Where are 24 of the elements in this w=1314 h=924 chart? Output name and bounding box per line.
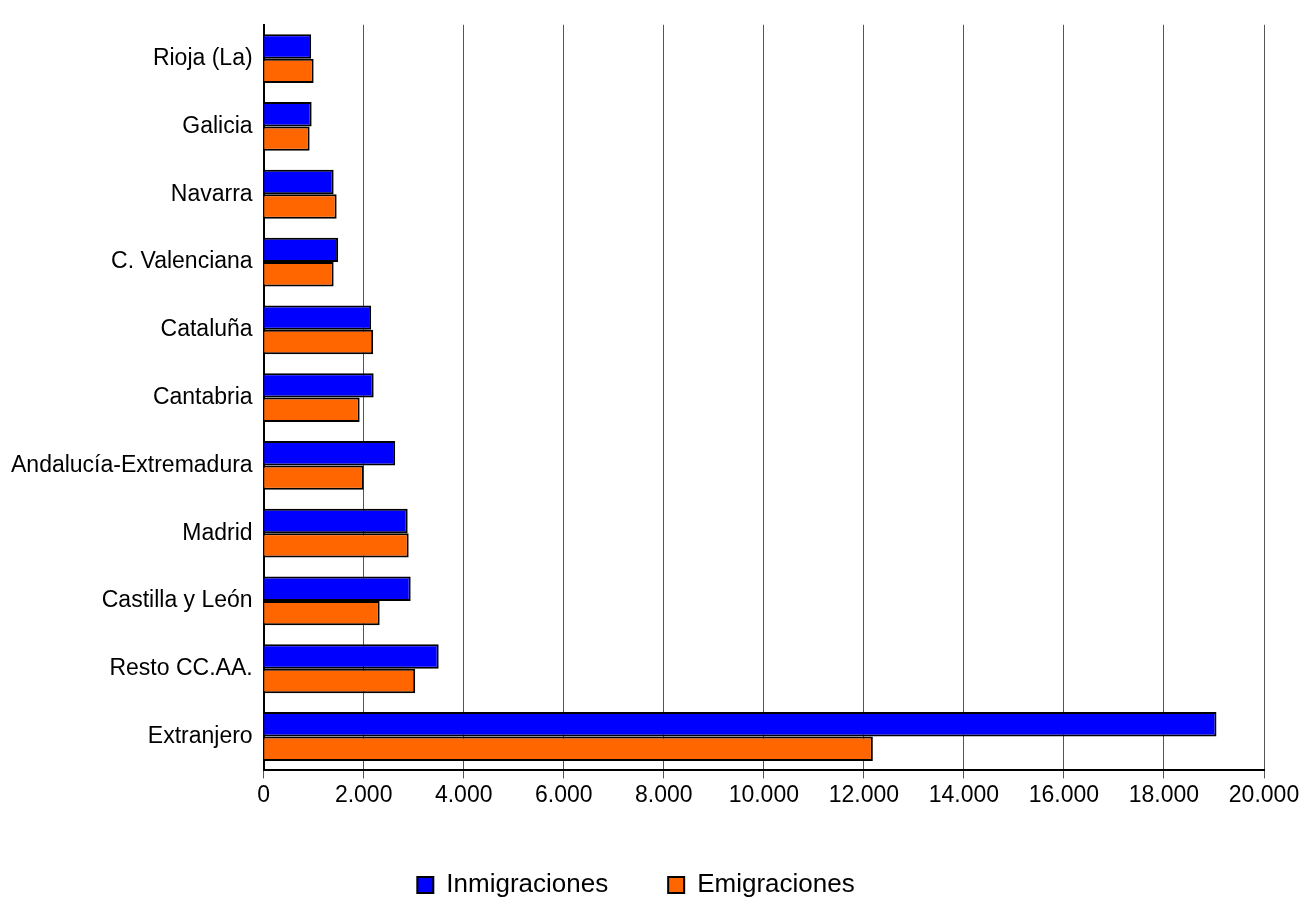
legend-label: Inmigraciones (446, 868, 609, 899)
x-tick-label: 16.000 (1028, 780, 1100, 807)
x-tick-label: 4.000 (434, 780, 493, 807)
y-tick-label: Andalucía-Extremadura (11, 450, 253, 477)
y-tick-label: Extranjero (147, 721, 253, 748)
x-tick-label: 0 (257, 780, 271, 807)
y-tick-label: Madrid (182, 518, 253, 545)
y-tick-label: Cantabria (152, 382, 253, 409)
legend-label: Emigraciones (697, 868, 855, 899)
x-tick-label: 10.000 (728, 780, 799, 807)
y-tick-label: Galicia (182, 111, 253, 138)
x-tick-label: 6.000 (534, 780, 593, 807)
x-tick-label: 14.000 (928, 780, 1000, 807)
y-tick-label: Navarra (170, 179, 253, 206)
y-tick-label: Cataluña (160, 315, 253, 342)
x-tick-label: 8.000 (634, 780, 693, 807)
x-tick-label: 12.000 (828, 780, 900, 807)
x-tick-label: 2.000 (334, 780, 393, 807)
x-tick-label: 18.000 (1128, 780, 1200, 807)
y-tick-label: Resto CC.AA. (109, 654, 253, 681)
x-tick-label: 20.000 (1228, 780, 1300, 807)
y-tick-label: Castilla y León (101, 586, 253, 613)
y-tick-label: C. Valenciana (111, 247, 253, 274)
y-tick-label: Rioja (La) (152, 44, 253, 71)
